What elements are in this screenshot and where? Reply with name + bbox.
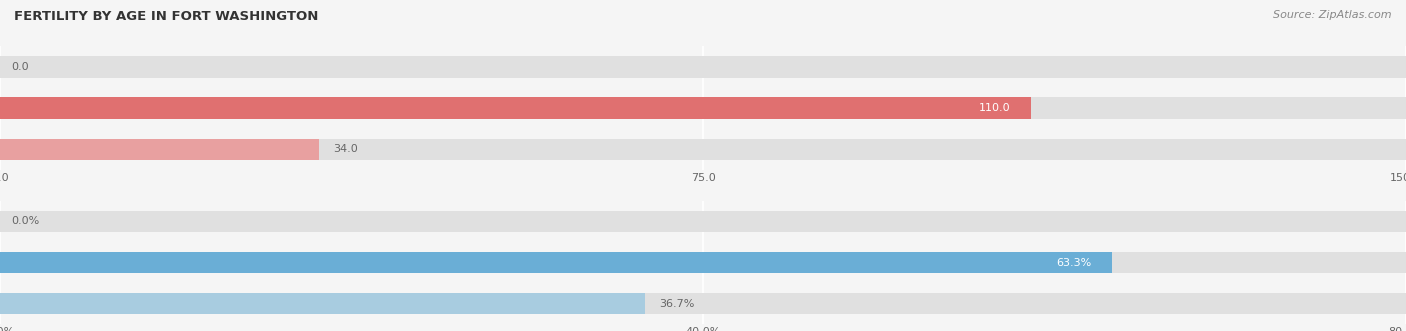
Text: 0.0%: 0.0% xyxy=(11,216,39,226)
Bar xyxy=(0,56,1406,78)
Bar xyxy=(0,139,319,160)
Text: 0.0: 0.0 xyxy=(11,62,30,72)
Text: Source: ZipAtlas.com: Source: ZipAtlas.com xyxy=(1274,10,1392,20)
Bar xyxy=(0,97,1406,119)
Bar xyxy=(0,211,1406,232)
Text: 110.0: 110.0 xyxy=(979,103,1010,113)
Text: 63.3%: 63.3% xyxy=(1056,258,1091,267)
Bar xyxy=(0,97,1031,119)
Text: 36.7%: 36.7% xyxy=(659,299,695,309)
Text: FERTILITY BY AGE IN FORT WASHINGTON: FERTILITY BY AGE IN FORT WASHINGTON xyxy=(14,10,318,23)
Text: 34.0: 34.0 xyxy=(333,144,357,154)
Bar xyxy=(0,252,1406,273)
Bar xyxy=(0,293,1406,314)
Bar xyxy=(0,252,1112,273)
Bar xyxy=(0,139,1406,160)
Bar xyxy=(0,293,645,314)
